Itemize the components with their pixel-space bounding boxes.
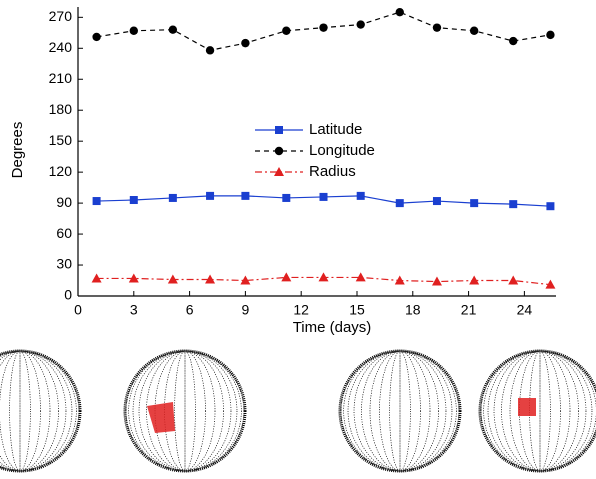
marker [356,20,365,29]
marker [546,202,555,211]
sphere [123,349,247,473]
marker [395,7,404,17]
x-tick-label: 24 [517,302,533,318]
marker [206,191,215,200]
marker [274,167,284,176]
y-tick-label: 180 [49,101,73,117]
marker [432,197,441,206]
marker [275,126,283,134]
sphere [0,349,82,473]
x-tick-label: 12 [293,302,309,318]
y-tick-label: 0 [64,287,72,303]
marker [395,199,404,208]
marker [168,193,177,202]
marker [168,25,178,34]
meridian [389,350,411,472]
marker [241,38,250,48]
marker [394,275,405,285]
y-tick-label: 210 [49,70,73,86]
y-tick-label: 150 [49,132,73,148]
legend-label: Radius [309,163,356,180]
y-tick-label: 30 [56,256,72,272]
meridian [0,350,77,472]
marker [319,192,328,201]
sphere-images [0,349,596,473]
marker [241,191,250,200]
meridian [340,350,460,472]
marker [509,36,518,46]
legend-label: Latitude [309,121,362,138]
meridian [128,350,242,472]
meridian [343,350,457,472]
marker [129,26,138,35]
meridian [529,350,551,472]
meridian [483,350,596,472]
x-tick-label: 21 [461,302,477,318]
marker [129,196,138,205]
marker [432,23,442,32]
x-tick-label: 3 [130,302,138,318]
marker [205,274,216,284]
sphere-outline [0,349,82,473]
marker [546,30,555,40]
marker [282,193,291,202]
marker [355,272,366,282]
red-patch [147,402,175,433]
marker [319,23,328,32]
meridian [9,350,31,472]
sphere [478,349,596,473]
x-tick-label: 18 [405,302,421,318]
marker [92,32,101,42]
marker [545,279,556,289]
y-tick-label: 60 [56,225,72,241]
marker [240,275,251,285]
meridian [0,350,80,472]
marker [508,275,519,285]
y-tick-label: 90 [56,194,72,210]
red-patch [518,398,536,416]
meridian [480,350,596,472]
marker [431,276,442,286]
x-tick-label: 6 [186,302,194,318]
marker [128,273,139,283]
y-tick-label: 120 [49,163,73,179]
marker [281,272,292,282]
y-tick-label: 240 [49,39,73,55]
marker [356,191,365,200]
x-axis-label: Time (days) [293,319,372,336]
marker [92,197,101,206]
marker [274,146,284,156]
marker [282,26,291,35]
marker [167,274,178,284]
x-tick-label: 15 [349,302,365,318]
marker [91,273,102,283]
marker [469,275,480,285]
legend-label: Longitude [309,142,375,159]
y-tick-label: 270 [49,8,73,24]
marker [509,200,518,209]
meridian [125,350,245,472]
sphere [338,349,462,473]
marker [205,46,215,55]
marker [470,199,479,208]
marker [469,26,479,35]
marker [318,272,329,282]
x-tick-label: 0 [74,302,82,318]
x-tick-label: 9 [241,302,249,318]
y-axis-label: Degrees [9,122,26,179]
